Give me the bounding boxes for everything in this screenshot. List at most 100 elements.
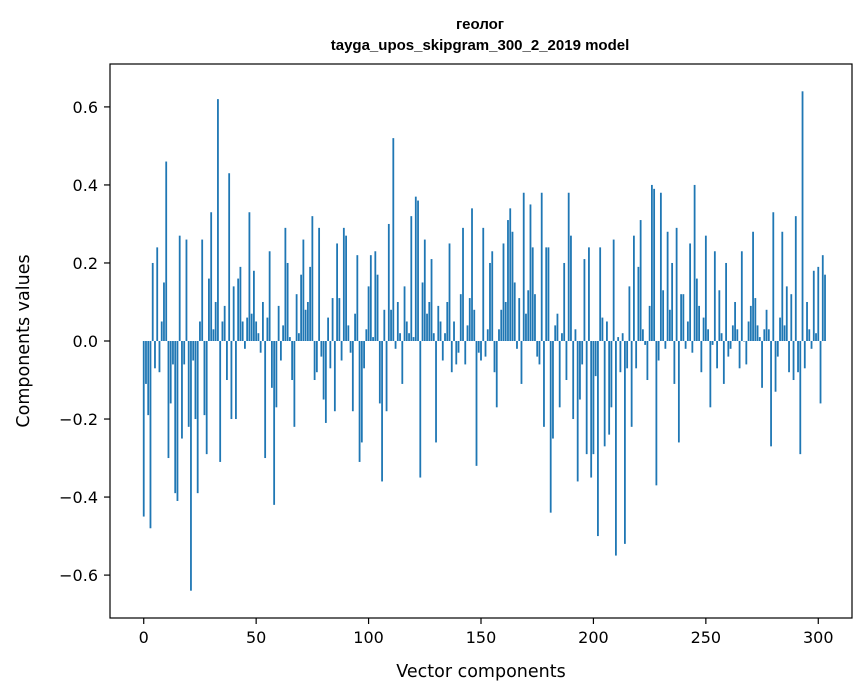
bar <box>727 341 730 357</box>
bar <box>808 329 811 341</box>
bar <box>713 251 716 341</box>
bar <box>511 231 514 341</box>
bar <box>718 290 721 341</box>
bar <box>556 313 559 341</box>
bar <box>194 341 197 420</box>
y-tick-label: −0.2 <box>59 410 98 429</box>
bar <box>590 341 593 478</box>
bar <box>232 286 235 341</box>
bar <box>588 247 590 341</box>
bar <box>779 317 781 341</box>
bar <box>190 341 192 591</box>
bar <box>770 341 772 447</box>
bar <box>142 341 145 517</box>
bar <box>199 321 201 341</box>
bar <box>810 341 813 349</box>
bar <box>583 259 586 341</box>
bar <box>677 341 680 443</box>
bar <box>154 341 156 369</box>
bar <box>338 298 341 341</box>
bar <box>668 309 671 341</box>
bar <box>693 184 696 341</box>
bar <box>439 321 442 341</box>
bar <box>464 341 467 365</box>
bar <box>695 278 698 341</box>
bar <box>223 305 226 341</box>
chart-title: геолог <box>456 16 504 33</box>
bar <box>165 161 168 341</box>
bar <box>495 341 498 408</box>
bar <box>567 192 570 341</box>
bar <box>457 341 460 353</box>
bar <box>421 282 424 341</box>
bar <box>448 243 451 341</box>
bar <box>806 301 808 341</box>
bar <box>558 341 561 408</box>
x-tick-label: 0 <box>139 628 149 647</box>
bar <box>435 341 437 443</box>
bar <box>682 294 685 341</box>
bar <box>803 341 806 369</box>
bar <box>235 341 237 420</box>
bar <box>423 239 426 341</box>
bar <box>187 341 190 427</box>
bar <box>597 341 599 537</box>
bar <box>603 341 606 447</box>
y-tick-label: 0.0 <box>73 332 98 351</box>
bar <box>340 341 343 361</box>
bar <box>282 325 285 341</box>
bar <box>306 301 309 341</box>
bar <box>540 192 543 341</box>
bar <box>761 341 763 388</box>
bar <box>333 341 336 412</box>
bar <box>473 309 476 341</box>
bar <box>432 333 435 341</box>
bar <box>239 266 242 341</box>
bar <box>257 333 260 341</box>
bar <box>752 231 754 341</box>
bar <box>255 321 258 341</box>
bar <box>675 227 678 341</box>
bar <box>561 333 563 341</box>
bar <box>686 321 689 341</box>
bar <box>351 341 354 412</box>
bar <box>385 341 388 412</box>
bar <box>507 220 509 341</box>
bar <box>369 255 372 341</box>
bar <box>716 341 718 369</box>
bar <box>763 329 766 341</box>
bar <box>549 341 552 513</box>
bar <box>666 231 669 341</box>
bar <box>205 341 208 455</box>
bar <box>491 251 494 341</box>
bar <box>633 235 635 341</box>
bar <box>565 341 568 381</box>
bar <box>529 204 532 341</box>
bar <box>354 313 356 341</box>
bar <box>722 341 725 384</box>
bar <box>689 243 692 341</box>
bar <box>792 341 795 381</box>
bar <box>574 329 577 341</box>
bar <box>253 270 255 341</box>
bar <box>819 341 822 404</box>
bar <box>428 301 431 341</box>
y-tick-label: −0.4 <box>59 488 98 507</box>
bar <box>284 227 287 341</box>
bar <box>536 341 539 357</box>
bar <box>163 282 165 341</box>
bar <box>277 305 280 341</box>
bar <box>412 337 415 341</box>
bar <box>484 341 487 357</box>
bar <box>698 305 700 341</box>
x-tick-label: 100 <box>353 628 384 647</box>
bar <box>480 341 482 361</box>
bar <box>358 341 361 462</box>
bar <box>471 208 473 341</box>
bar <box>288 337 291 341</box>
bar <box>691 341 694 353</box>
bar <box>704 235 707 341</box>
bar <box>201 239 204 341</box>
bar <box>392 138 395 341</box>
bar <box>585 341 588 455</box>
